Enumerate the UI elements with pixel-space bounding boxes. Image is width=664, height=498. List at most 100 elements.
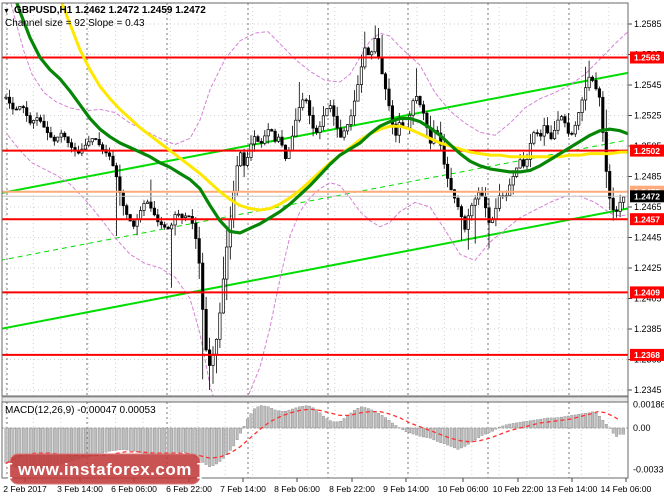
macd-histogram-bar [187,427,191,454]
grid-lines [2,3,628,478]
candle-body [49,132,53,138]
macd-histogram-bar [391,422,394,429]
time-tick-label: 10 Feb 06:00 [438,484,489,494]
candle-body [166,226,170,230]
macd-panel [2,405,628,470]
macd-histogram-bar [152,427,156,455]
price-tick-label: 1.2465 [634,202,662,212]
candle-body [377,38,381,58]
macd-histogram-bar [584,413,588,429]
macd-histogram-bar [301,406,305,429]
candle-body [318,125,322,133]
channel-info-label: Channel size = 92 Slope = 0.43 [5,18,145,29]
macd-histogram-bar [570,415,574,429]
channel-lower-line[interactable] [0,207,628,330]
candle-body [332,105,336,117]
candle-body [28,115,32,124]
candle-body [394,123,398,136]
macd-histogram-bar [108,427,111,452]
candle-body [590,76,595,81]
candle-body [618,201,622,212]
red-level-price-label-background [630,51,664,64]
macd-histogram-bar [408,427,412,434]
macd-scale-label: -0.00331 [633,465,664,475]
macd-histogram-bar [204,427,208,465]
red-level-price-label: 1.2457 [634,214,660,224]
macd-histogram-bar [228,427,232,451]
candle-body [111,155,115,167]
macd-histogram-bar [128,427,132,451]
candle-body [59,132,63,138]
candle-body [187,215,191,218]
support-resistance-lines[interactable] [2,56,628,356]
candle-body [314,127,319,133]
macd-histogram-bar [542,418,546,429]
symbol-dropdown-icon[interactable]: ▼ [3,8,10,15]
macd-histogram-bar [508,423,512,429]
candle-body [25,107,29,116]
candle-body [535,132,539,135]
candle-body [87,141,91,146]
channel-upper-line[interactable] [0,71,628,194]
candle-body [252,136,256,145]
time-tick-label: 6 Feb 06:00 [111,484,157,494]
candle-body [266,129,270,137]
candle-body [615,209,619,212]
candle-body [283,144,288,159]
macd-histogram-bar [183,427,187,453]
macd-histogram-bar [177,427,180,453]
candle-body [456,197,460,207]
candle-body [297,107,301,121]
panel-separator[interactable] [1,396,629,403]
macd-histogram-bar [125,427,129,451]
macd-histogram-bar [263,405,267,429]
macd-histogram-bar [522,421,525,429]
macd-histogram-bar [594,413,598,429]
current-price-label: 1.2472 [634,192,660,202]
candle-body [273,130,277,142]
macd-histogram-bar [83,427,87,458]
time-tick-label: 8 Feb 06:00 [274,484,320,494]
candle-body [380,57,384,75]
macd-histogram-bar [87,427,91,457]
macd-histogram-bar [449,427,453,447]
candlesticks [4,25,626,390]
macd-histogram-bar [563,416,567,429]
macd-histogram-bar [442,427,446,445]
red-level-price-label: 1.2563 [634,53,660,63]
macd-histogram-bar [387,420,391,429]
candle-body [601,96,605,133]
macd-histogram-bar [429,427,432,439]
candle-body [63,132,67,138]
macd-histogram-bar [339,421,343,429]
price-tick-label: 1.2525 [634,111,662,121]
candle-body [66,136,70,144]
candle-body [487,207,491,223]
candle-body [221,278,225,314]
candle-body [497,195,501,209]
candle-body [608,171,612,199]
candle-body [359,66,363,85]
red-level-price-label-background [630,144,664,157]
candle-body [566,122,570,134]
candle-body [546,125,550,134]
red-level-price-label: 1.2368 [634,350,660,360]
macd-histogram-bar [360,406,363,429]
macd-histogram-bar [332,421,336,429]
macd-histogram-bar [208,427,211,467]
candle-body [563,116,567,124]
macd-histogram-bar [473,427,477,441]
macd-histogram-bar [294,407,298,429]
candle-body [421,104,426,114]
macd-histogram-bar [501,425,505,429]
candle-body [4,96,8,99]
macd-histogram-bar [556,417,560,429]
candle-body [45,126,49,133]
macd-histogram-bar [487,427,491,433]
moving-averages [15,3,628,235]
macd-histogram-bar [604,424,608,429]
macd-histogram-bar [470,427,474,443]
time-tick-label: 10 Feb 22:00 [493,484,544,494]
